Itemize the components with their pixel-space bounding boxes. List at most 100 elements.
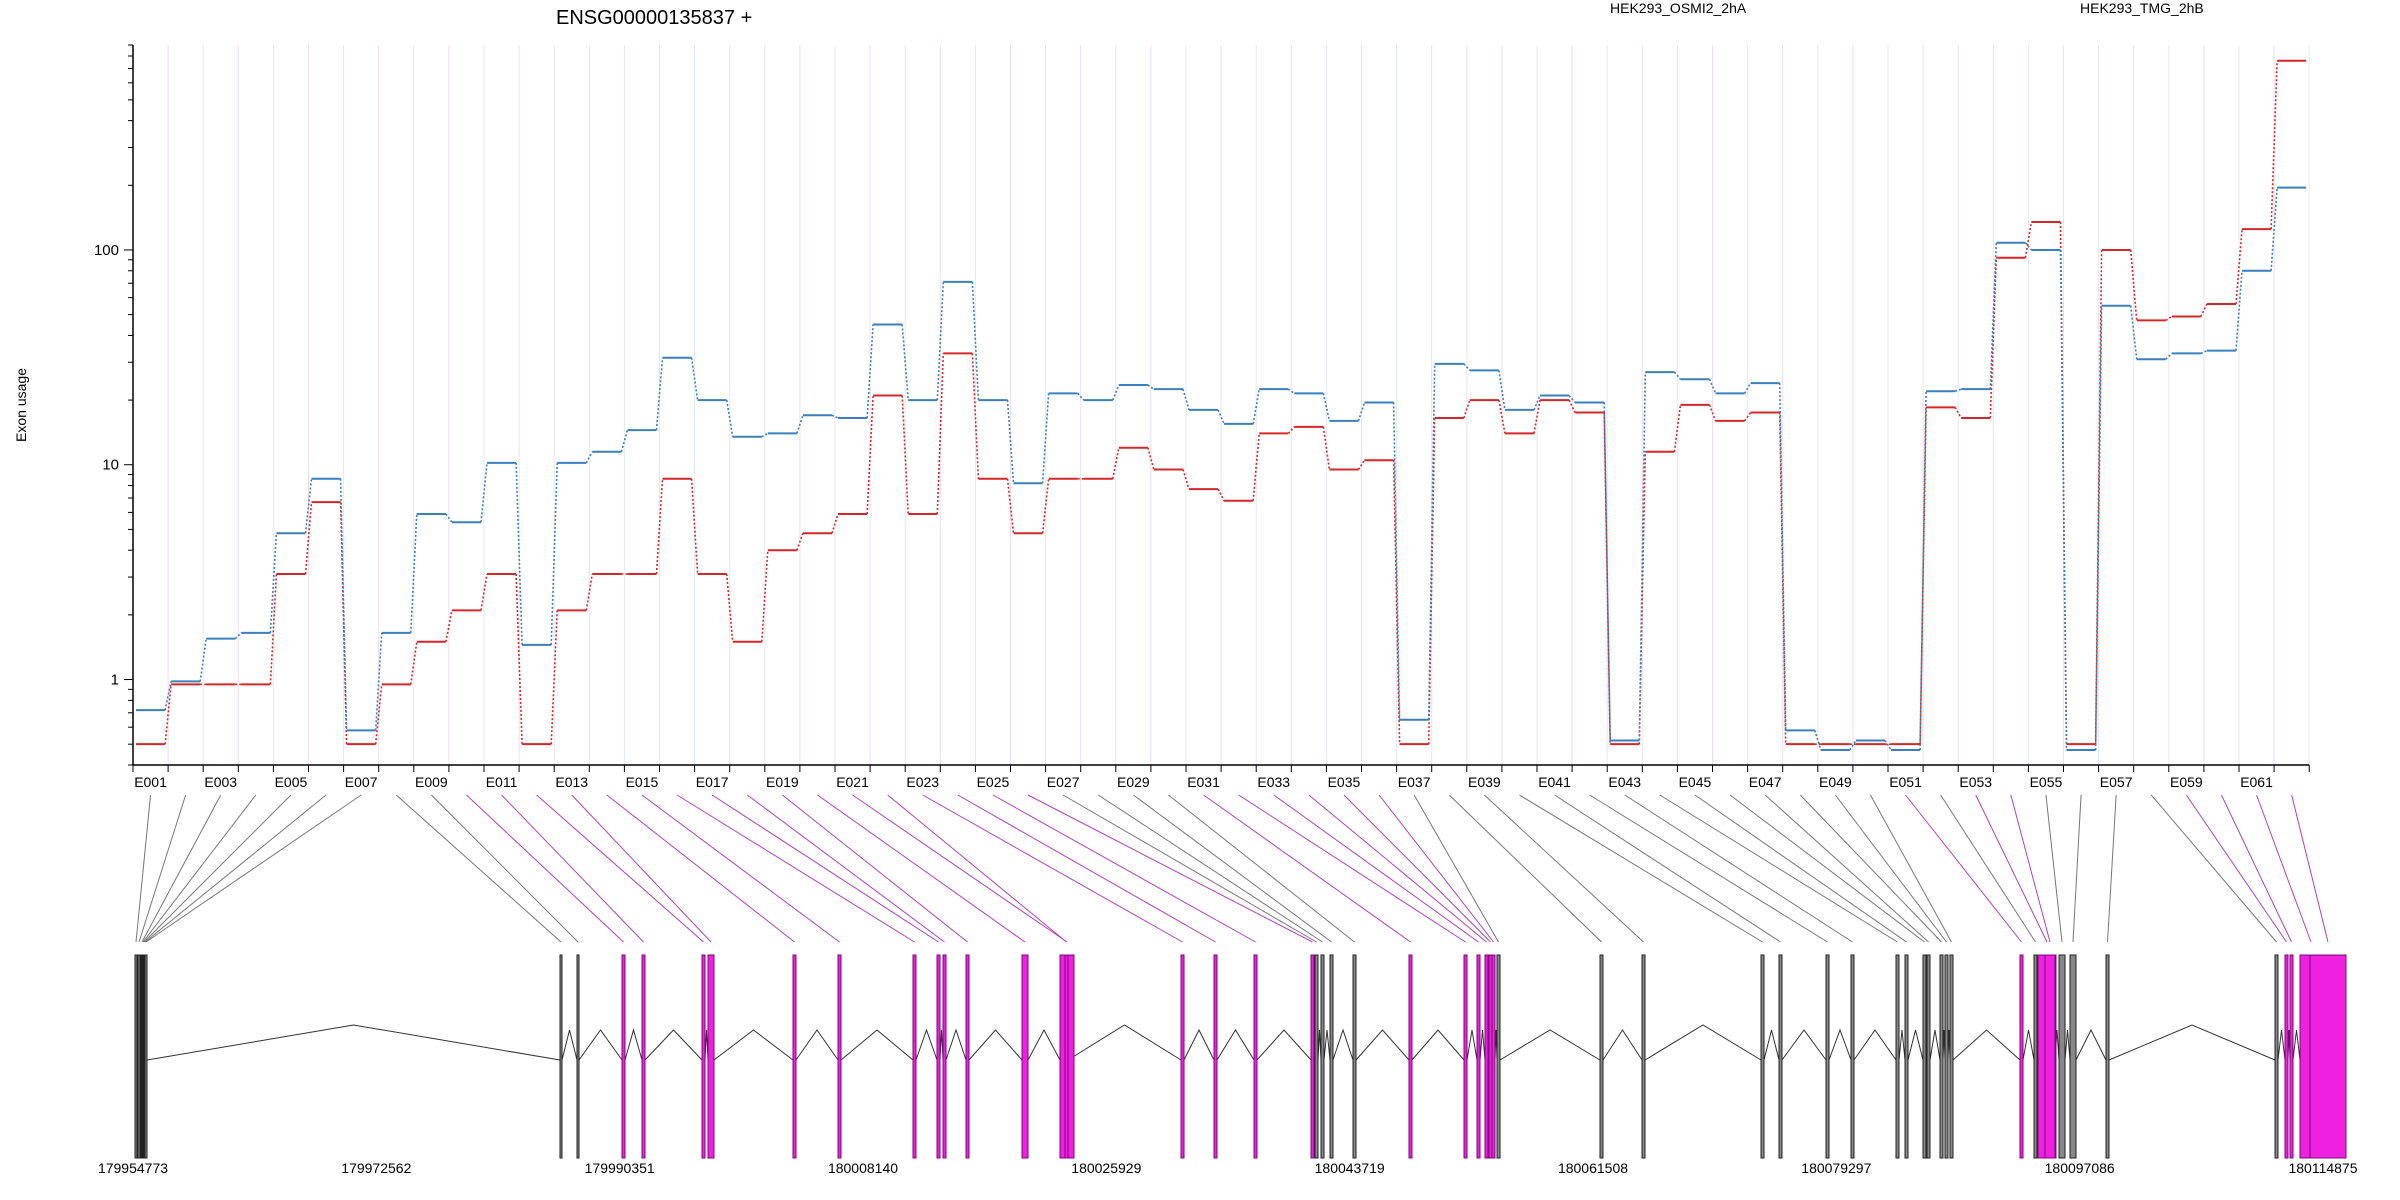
intron [1332, 1028, 1354, 1061]
exon-connector [1343, 794, 1491, 943]
exon-box [1463, 954, 1468, 1159]
exon-connector [711, 794, 939, 943]
exon-connector [1062, 794, 1317, 943]
exon-box [1922, 954, 1927, 1159]
exon-box [1949, 954, 1954, 1159]
exon-box [936, 954, 941, 1159]
series-connector [1112, 447, 1120, 479]
intron [945, 1028, 967, 1061]
intron [1929, 1029, 1941, 1061]
intron [578, 1029, 623, 1061]
exon-box [1213, 954, 1218, 1159]
intron [915, 1028, 938, 1061]
x-tick-label: E053 [1959, 774, 1992, 790]
x-tick-label: E021 [836, 774, 869, 790]
exon-connector [1729, 794, 1925, 943]
legend-entry-osmi2: HEK293_OSMI2_2hA [1610, 0, 1747, 16]
series-connector [2270, 60, 2278, 230]
series-connector [1638, 372, 1647, 741]
intron [840, 1029, 914, 1061]
series-connector [2059, 249, 2068, 750]
intron [713, 1029, 794, 1061]
x-tick-label: E055 [2030, 774, 2063, 790]
x-tick-label: E061 [2240, 774, 2273, 790]
series-connector [1182, 469, 1190, 490]
series-connector [1603, 402, 1611, 741]
series-connector [1041, 478, 1050, 534]
coordinate-label: 180114875 [2288, 1160, 2357, 1176]
x-tick-label: E039 [1468, 774, 1501, 790]
exon-box [1310, 954, 1315, 1159]
intron [2022, 1029, 2035, 1061]
exon-connector [676, 794, 915, 943]
series-connector [1568, 395, 1576, 403]
series-connector [1533, 395, 1541, 411]
exon-connector [606, 794, 795, 943]
exon-connector [1834, 794, 1947, 943]
exon-box [2069, 954, 2077, 1159]
exon-box [1944, 954, 1949, 1159]
exon-connector [1554, 794, 1781, 943]
intron [1898, 1029, 1906, 1061]
series-connector [1708, 378, 1717, 394]
legend-entry-tmg: HEK293_TMG_2hB [2080, 0, 2204, 16]
exon-connector [1378, 794, 1494, 943]
y-axis: 1 10 100 [94, 44, 134, 766]
exon-connector [2072, 794, 2082, 943]
x-tick-label: E047 [1749, 774, 1782, 790]
exon-connector [466, 794, 624, 943]
exon-box [1939, 954, 1944, 1159]
coordinate-label: 179954773 [98, 1160, 168, 1176]
series-connector [1498, 399, 1506, 434]
x-tick-label: E017 [696, 774, 729, 790]
y-tick-label: 1 [111, 672, 119, 689]
intron [624, 1028, 643, 1061]
exon-box [1641, 954, 1646, 1159]
exon-connector [2220, 794, 2292, 943]
intron [2064, 1029, 2071, 1061]
y-tick-label: 10 [102, 457, 119, 474]
intron [1644, 1024, 1762, 1061]
exon-box [1320, 954, 1325, 1159]
x-tick-label: E027 [1047, 774, 1080, 790]
y-axis-label: Exon usage [13, 368, 29, 442]
exon-box [2309, 954, 2347, 1159]
exon-connector [1308, 794, 1487, 943]
intron [2075, 1028, 2107, 1061]
exon-box [2289, 954, 2294, 1159]
exon-connector [2107, 794, 2117, 943]
series-connector [936, 353, 945, 514]
x-tick-label: E041 [1538, 774, 1571, 790]
exon-box [1926, 954, 1931, 1159]
series-connector [339, 478, 348, 731]
exon-connector [957, 794, 1216, 943]
series-connector [1533, 399, 1541, 434]
series-connector [1743, 412, 1752, 422]
series-connector [1603, 412, 1611, 745]
series-connector [2165, 352, 2173, 360]
series-connector [796, 532, 804, 551]
exon-connector [501, 794, 644, 943]
series-connector [1041, 393, 1050, 484]
series-connector [1252, 433, 1260, 501]
exon-box [1352, 954, 1357, 1159]
exon-box [2044, 954, 2056, 1159]
x-tick-label: E013 [555, 774, 588, 790]
series-connector [1708, 404, 1717, 422]
series-connector [1357, 402, 1366, 422]
coordinate-label: 180043719 [1315, 1160, 1385, 1176]
coordinate-label: 180061508 [1558, 1160, 1628, 1176]
series-connector [234, 632, 242, 640]
exon-connector [1238, 794, 1466, 943]
intron [1499, 1029, 1601, 1061]
series-connector [1463, 363, 1471, 371]
exon-connector [144, 794, 327, 943]
exon-connector [430, 794, 579, 943]
chart-title: ENSG00000135837 + [556, 7, 752, 29]
exon-box [1599, 954, 1604, 1159]
series-connector [725, 573, 734, 642]
x-tick-label: E037 [1398, 774, 1431, 790]
exon-connector [1799, 794, 1942, 943]
x-tick-label: E015 [626, 774, 659, 790]
exon-box [576, 954, 580, 1159]
